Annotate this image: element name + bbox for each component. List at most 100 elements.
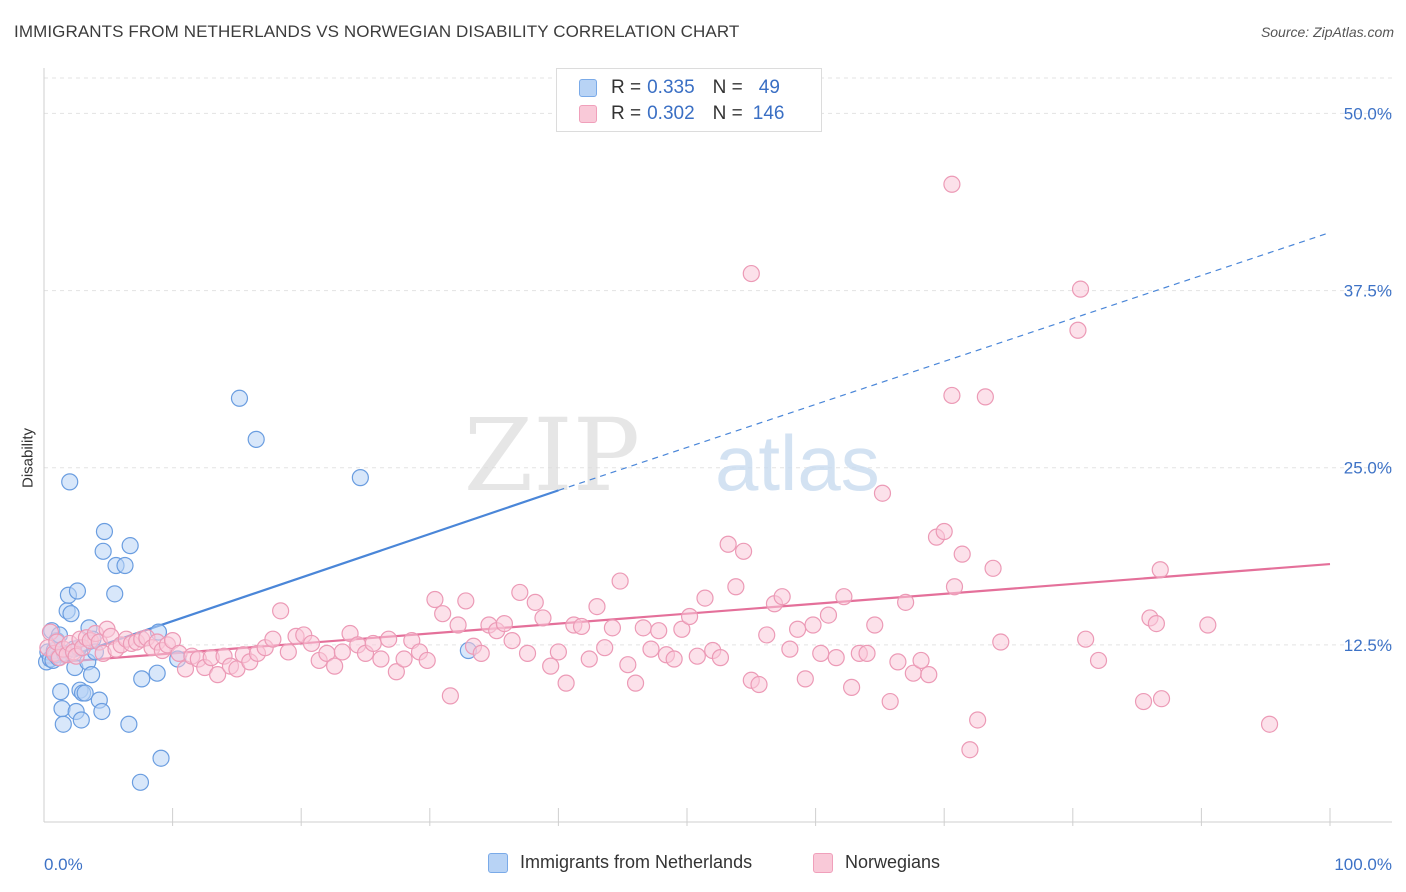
data-point-norwegians — [580, 650, 598, 668]
data-point-netherlands — [82, 666, 101, 684]
data-point-norwegians — [961, 741, 979, 759]
data-point-norwegians — [665, 650, 683, 668]
data-point-norwegians — [518, 644, 537, 662]
data-point-norwegians — [642, 640, 660, 658]
legend-n-value: 49 — [758, 77, 780, 98]
trend-lines — [43, 231, 1331, 666]
data-point-netherlands — [106, 585, 124, 603]
data-point-norwegians — [796, 670, 814, 688]
data-point-norwegians — [866, 616, 884, 634]
data-point-norwegians — [596, 639, 614, 657]
data-point-norwegians — [827, 649, 845, 667]
data-point-netherlands — [93, 702, 111, 721]
data-point-norwegians — [557, 674, 575, 692]
legend-n-label: N = — [712, 77, 743, 98]
data-point-netherlands — [76, 684, 94, 702]
data-point-norwegians — [804, 616, 822, 634]
data-point-netherlands — [230, 389, 249, 407]
legend-swatch-blue — [579, 79, 597, 97]
data-point-norwegians — [984, 559, 1002, 577]
data-point-norwegians — [279, 643, 297, 661]
data-point-norwegians — [1199, 616, 1217, 634]
data-point-norwegians — [719, 535, 737, 553]
gridlines — [44, 77, 1392, 646]
data-point-norwegians — [588, 597, 606, 616]
data-point-norwegians — [626, 674, 645, 692]
data-point-norwegians — [526, 593, 544, 611]
data-point-norwegians — [750, 675, 768, 694]
data-point-norwegians — [387, 663, 405, 681]
legend-r-value: 0.302 — [647, 103, 695, 124]
data-point-norwegians — [781, 640, 799, 658]
data-point-norwegians — [441, 687, 459, 705]
data-point-norwegians — [418, 651, 436, 670]
correlation-legend: R = 0.335 N = 49 R = 0.302 N = 146 — [556, 68, 822, 132]
series-legend-label: Immigrants from Netherlands — [520, 852, 753, 872]
data-point-netherlands — [72, 711, 90, 729]
x-tick-label-min: 0.0% — [44, 855, 83, 874]
data-point-norwegians — [673, 620, 691, 638]
data-point-norwegians — [788, 620, 807, 638]
legend-r-label: R = — [611, 77, 642, 98]
data-point-norwegians — [758, 626, 776, 644]
data-point-netherlands — [94, 542, 112, 560]
data-point-norwegians — [472, 644, 490, 662]
data-points — [37, 175, 1279, 791]
data-point-norwegians — [773, 588, 791, 606]
data-point-norwegians — [372, 650, 390, 668]
data-point-netherlands — [95, 522, 114, 541]
legend-n-value: 146 — [752, 103, 785, 124]
data-point-norwegians — [935, 522, 953, 541]
legend-row-netherlands: R = 0.335 N = 49 — [579, 77, 780, 99]
legend-swatch-pink — [579, 105, 597, 123]
data-point-norwegians — [495, 614, 513, 633]
data-point-norwegians — [1077, 630, 1095, 648]
data-point-norwegians — [889, 653, 907, 671]
data-point-norwegians — [511, 583, 529, 602]
data-point-norwegians — [1089, 651, 1108, 670]
data-point-netherlands — [148, 664, 166, 682]
data-point-norwegians — [542, 657, 560, 675]
data-point-norwegians — [680, 607, 699, 626]
data-point-norwegians — [976, 388, 994, 406]
data-point-norwegians — [843, 678, 861, 696]
series-swatch-pink — [813, 852, 833, 873]
data-point-netherlands — [54, 715, 72, 733]
data-point-norwegians — [380, 630, 398, 648]
data-point-netherlands — [152, 749, 170, 767]
data-point-netherlands — [62, 605, 80, 623]
data-point-norwegians — [264, 630, 282, 648]
chart-title: IMMIGRANTS FROM NETHERLANDS VS NORWEGIAN… — [14, 22, 740, 41]
data-point-netherlands — [247, 430, 265, 448]
data-point-norwegians — [326, 657, 344, 675]
data-point-norwegians — [272, 602, 290, 620]
data-point-norwegians — [734, 542, 753, 560]
data-point-norwegians — [943, 386, 961, 405]
data-point-norwegians — [920, 666, 938, 684]
data-point-norwegians — [302, 634, 321, 653]
data-point-norwegians — [812, 644, 830, 662]
data-point-netherlands — [133, 670, 151, 688]
data-point-norwegians — [434, 605, 452, 623]
data-point-norwegians — [364, 634, 382, 653]
data-point-netherlands — [61, 473, 79, 491]
data-point-norwegians — [619, 656, 637, 674]
legend-r-value: 0.335 — [647, 77, 695, 98]
series-legend-netherlands[interactable]: Immigrants from Netherlands — [488, 852, 752, 873]
x-tick-label-max: 100.0% — [1334, 855, 1392, 874]
data-point-norwegians — [953, 545, 971, 563]
data-point-norwegians — [943, 175, 961, 193]
series-swatch-blue — [488, 852, 508, 873]
data-point-norwegians — [711, 649, 730, 667]
data-point-norwegians — [333, 643, 351, 661]
data-point-norwegians — [992, 633, 1010, 651]
data-point-norwegians — [449, 616, 467, 634]
axes — [43, 68, 1392, 826]
data-point-norwegians — [503, 632, 521, 650]
data-point-norwegians — [858, 644, 876, 662]
series-legend-norwegians[interactable]: Norwegians — [813, 852, 940, 873]
legend-n-label: N = — [712, 103, 743, 124]
watermark: ZIP atlas — [464, 397, 880, 514]
y-tick-label: 50.0% — [1344, 104, 1392, 123]
data-point-norwegians — [969, 711, 987, 729]
